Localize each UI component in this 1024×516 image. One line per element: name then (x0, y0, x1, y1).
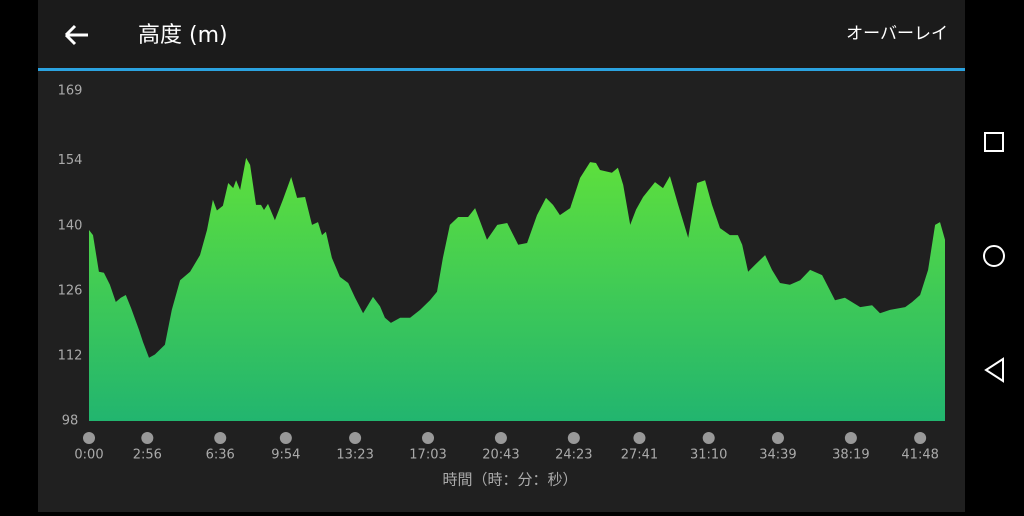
x-tick-label: 0:00 (74, 448, 103, 463)
x-tick-label: 38:19 (832, 448, 869, 463)
x-tick-dot (214, 432, 227, 444)
x-tick-label: 20:43 (482, 448, 519, 463)
back-button[interactable] (64, 24, 88, 46)
x-tick-dot (844, 432, 857, 444)
x-tick-dot (567, 432, 580, 444)
x-tick-dot (633, 432, 646, 444)
x-tick-label: 27:41 (621, 448, 658, 463)
x-tick-dot (494, 432, 507, 444)
x-tick-label: 2:56 (133, 448, 162, 463)
x-tick-dot (702, 432, 715, 444)
y-tick-label: 112 (58, 348, 83, 363)
x-tick-label: 17:03 (409, 448, 446, 463)
page-title: 高度 (m) (138, 23, 228, 48)
x-tick-dot (279, 432, 292, 444)
nav-back[interactable] (984, 357, 1004, 383)
x-axis-title: 時間（時：分：秒） (442, 471, 577, 489)
x-tick-dot (349, 432, 362, 444)
overlay-button[interactable]: オーバーレイ (846, 24, 948, 44)
x-tick-label: 13:23 (336, 448, 373, 463)
x-tick-label: 6:36 (206, 448, 235, 463)
app-bar (38, 0, 965, 68)
x-tick-label: 9:54 (271, 448, 300, 463)
x-tick-dot (422, 432, 435, 444)
y-tick-label: 169 (58, 84, 83, 99)
elevation-area (89, 157, 945, 421)
x-tick-dot (914, 432, 927, 444)
y-tick-label: 140 (58, 218, 83, 233)
x-tick-label: 24:23 (555, 448, 592, 463)
y-tick-label: 98 (62, 414, 79, 429)
x-tick-dot (141, 432, 154, 444)
y-tick-label: 126 (58, 283, 83, 298)
nav-recents[interactable] (984, 132, 1004, 152)
x-tick-label: 41:48 (901, 448, 938, 463)
x-tick-dot (771, 432, 784, 444)
x-tick-label: 34:39 (759, 448, 796, 463)
nav-home[interactable] (983, 245, 1005, 267)
y-tick-label: 154 (58, 153, 83, 168)
x-tick-dot (83, 432, 95, 444)
x-tick-label: 31:10 (690, 448, 727, 463)
app-bar-line (38, 68, 965, 71)
